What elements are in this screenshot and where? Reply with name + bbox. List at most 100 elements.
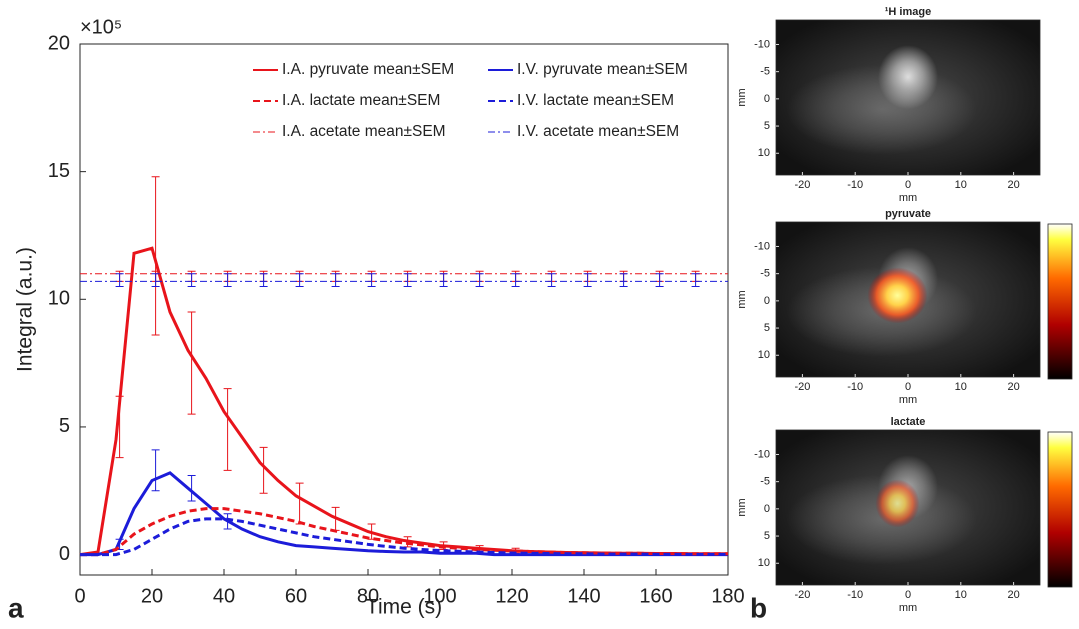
x-tick-label: 10 xyxy=(955,589,967,601)
y-tick-label: -10 xyxy=(754,240,770,252)
error-bar xyxy=(403,273,412,288)
x-tick-label: 20 xyxy=(1007,381,1019,393)
legend-label: I.V. pyruvate mean±SEM xyxy=(517,61,688,78)
x-tick-label: 120 xyxy=(495,585,528,607)
x-tick-label: 0 xyxy=(905,179,911,191)
legend-label: I.A. acetate mean±SEM xyxy=(282,123,446,140)
x-tick-label: 160 xyxy=(639,585,672,607)
error-bar xyxy=(295,273,304,288)
y-multiplier: ×10⁵ xyxy=(80,16,122,38)
y-tick-label: 0 xyxy=(764,295,770,307)
error-bar xyxy=(115,395,124,459)
error-bar xyxy=(691,273,700,288)
x-tick-label: 20 xyxy=(141,585,163,607)
y-tick-label: 5 xyxy=(764,120,770,132)
error-bar xyxy=(259,273,268,288)
y-tick-label: -10 xyxy=(754,38,770,50)
x-tick-label: 0 xyxy=(905,381,911,393)
error-bar xyxy=(187,311,196,415)
y-tick-label: 10 xyxy=(758,557,770,569)
y-tick-label: 0 xyxy=(764,93,770,105)
error-bar xyxy=(151,449,160,492)
legend-label: I.A. pyruvate mean±SEM xyxy=(282,61,454,78)
series-line xyxy=(79,246,728,557)
error-bar xyxy=(619,273,628,288)
x-tick-label: 40 xyxy=(213,585,235,607)
error-bar xyxy=(151,176,160,336)
y-tick-label: 10 xyxy=(758,349,770,361)
error-bar xyxy=(115,273,124,288)
x-tick-label: -10 xyxy=(847,589,863,601)
y-tick-label: 15 xyxy=(48,160,70,182)
error-bar xyxy=(655,273,664,288)
image-title: ¹H image xyxy=(885,6,931,18)
panel-label: a xyxy=(8,592,24,623)
x-axis-label: mm xyxy=(899,192,917,204)
error-bar xyxy=(583,273,592,288)
error-bar xyxy=(259,446,268,494)
error-bar xyxy=(331,273,340,288)
error-bar xyxy=(187,474,196,502)
x-tick-label: -20 xyxy=(794,589,810,601)
x-axis-label: mm xyxy=(899,394,917,406)
error-bar xyxy=(511,273,520,288)
x-tick-label: 20 xyxy=(1007,589,1019,601)
y-tick-label: -5 xyxy=(760,268,770,280)
y-axis-label: Integral (a.u.) xyxy=(14,247,37,372)
y-tick-label: 5 xyxy=(764,530,770,542)
y-tick-label: -5 xyxy=(760,66,770,78)
x-tick-label: -10 xyxy=(847,381,863,393)
y-tick-label: 20 xyxy=(48,32,70,54)
colorbar xyxy=(1047,223,1073,380)
error-bar xyxy=(151,273,160,288)
panel-label: b xyxy=(750,592,767,623)
y-tick-label: -10 xyxy=(754,448,770,460)
error-bar xyxy=(295,482,304,525)
x-tick-label: -20 xyxy=(794,381,810,393)
error-bar xyxy=(223,513,232,530)
x-tick-label: 80 xyxy=(357,585,379,607)
error-bar xyxy=(223,273,232,288)
error-bar xyxy=(547,273,556,288)
y-tick-label: 5 xyxy=(59,415,70,437)
error-bar xyxy=(187,273,196,288)
x-tick-label: 20 xyxy=(1007,179,1019,191)
image-title: pyruvate xyxy=(885,208,931,220)
x-axis-label: mm xyxy=(899,602,917,614)
image-overlay xyxy=(875,479,920,528)
y-axis-label: mm xyxy=(736,498,748,516)
x-tick-label: 100 xyxy=(423,585,456,607)
plot-area xyxy=(79,43,729,576)
x-tick-label: 180 xyxy=(711,585,744,607)
image-tissue xyxy=(786,64,977,155)
y-tick-label: 10 xyxy=(758,147,770,159)
x-tick-label: 140 xyxy=(567,585,600,607)
x-tick-label: 60 xyxy=(285,585,307,607)
image-overlay xyxy=(867,267,928,324)
x-tick-label: -10 xyxy=(847,179,863,191)
y-tick-label: 0 xyxy=(59,543,70,565)
y-tick-label: 0 xyxy=(764,503,770,515)
x-tick-label: -20 xyxy=(794,179,810,191)
image-title: lactate xyxy=(891,416,926,428)
legend-label: I.A. lactate mean±SEM xyxy=(282,92,440,109)
error-bar xyxy=(475,273,484,288)
x-tick-label: 10 xyxy=(955,179,967,191)
x-tick-label: 10 xyxy=(955,381,967,393)
x-tick-label: 0 xyxy=(74,585,85,607)
y-tick-label: 5 xyxy=(764,322,770,334)
y-tick-label: 10 xyxy=(48,288,70,310)
x-tick-label: 0 xyxy=(905,589,911,601)
legend-label: I.V. acetate mean±SEM xyxy=(517,123,679,140)
colorbar xyxy=(1047,431,1073,588)
x-axis-label: Time (s) xyxy=(366,596,442,619)
y-axis-label: mm xyxy=(736,88,748,106)
error-bar xyxy=(223,388,232,471)
series-line xyxy=(80,471,728,557)
legend-label: I.V. lactate mean±SEM xyxy=(517,92,674,109)
series-line xyxy=(80,517,728,557)
y-tick-label: -5 xyxy=(760,476,770,488)
error-bar xyxy=(439,273,448,288)
